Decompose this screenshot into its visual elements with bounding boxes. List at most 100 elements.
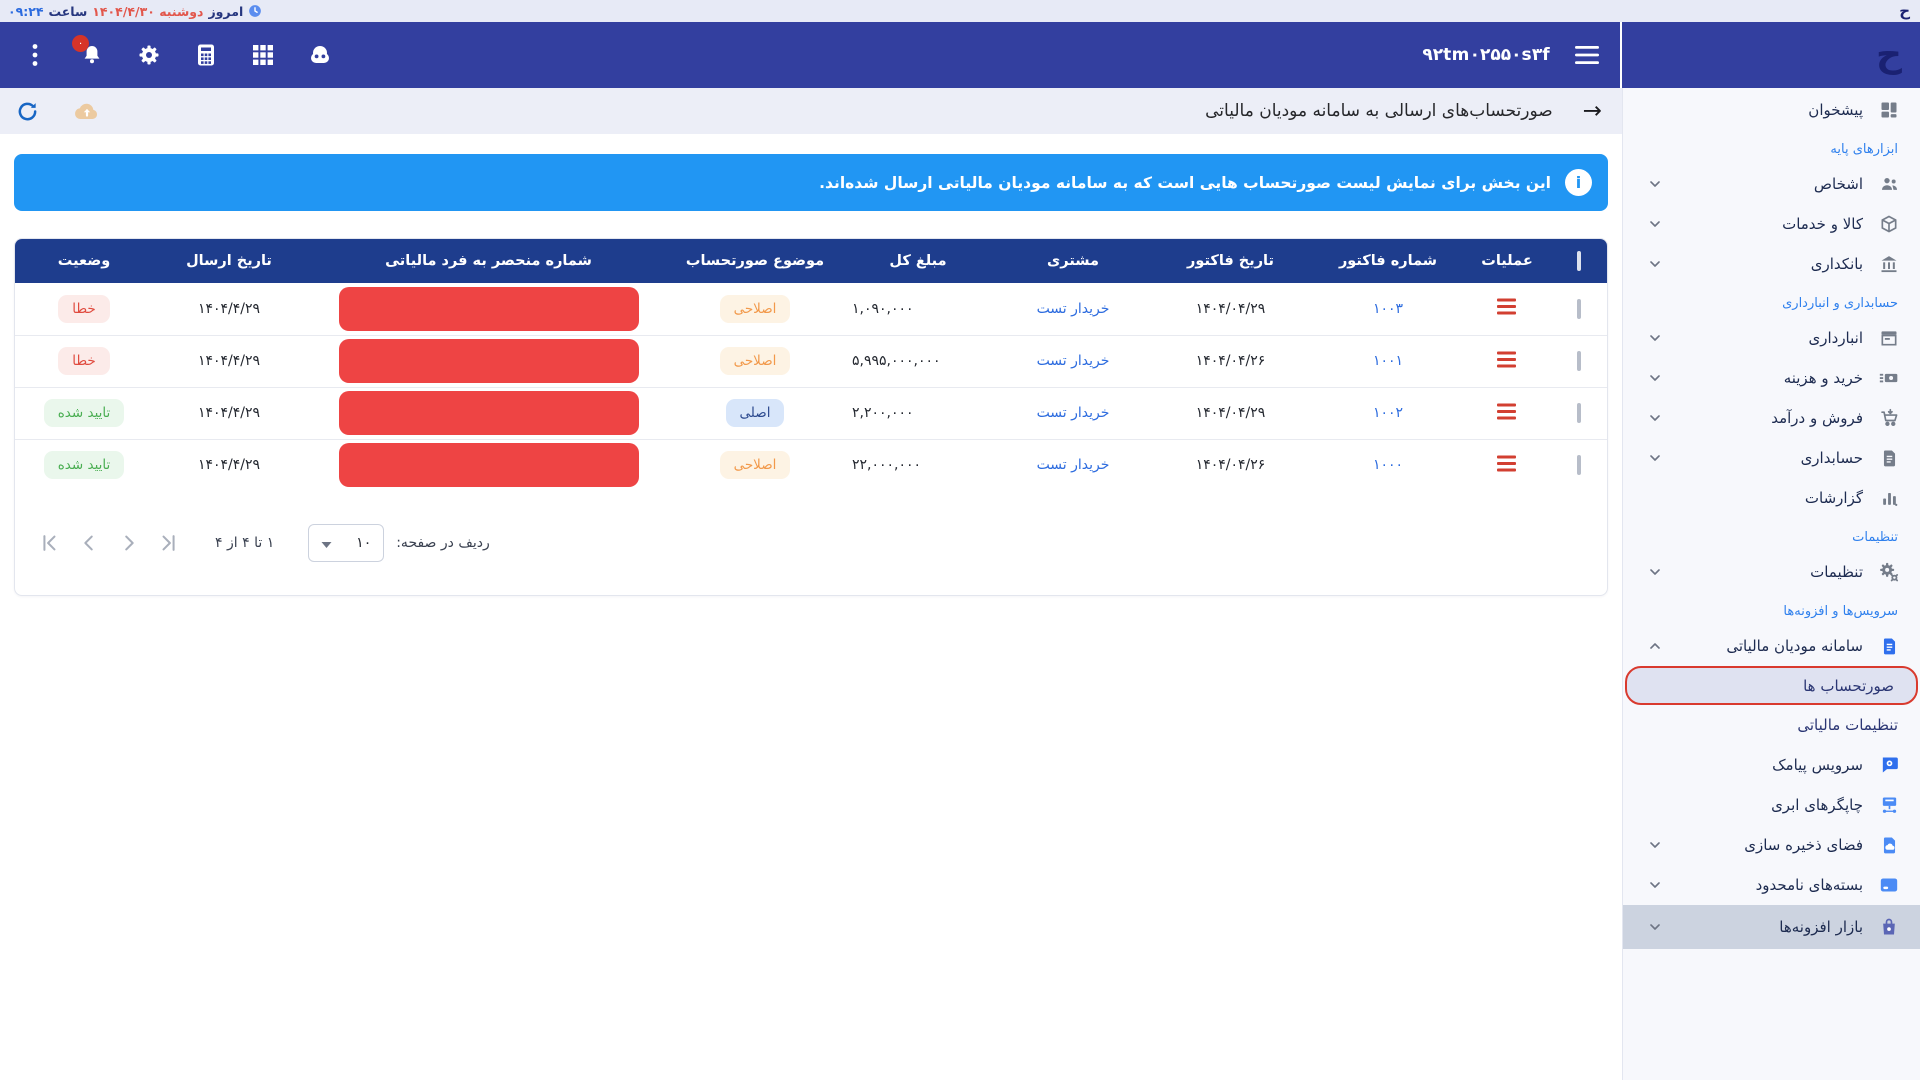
next-page-icon[interactable]: [117, 531, 141, 555]
chevron-up-icon: [1647, 638, 1663, 654]
col-unique-tax-id: شماره منحصر به فرد مالیاتی: [305, 239, 672, 283]
send-date: ۱۴۰۴/۴/۲۹: [197, 300, 261, 317]
sidebar-item-cloud-printers[interactable]: چاپگرهای ابری: [1623, 785, 1920, 825]
row-checkbox[interactable]: [1577, 455, 1581, 476]
sidebar-item-purchase-expense[interactable]: خرید و هزینه: [1623, 358, 1920, 398]
row-operations-icon[interactable]: [1497, 298, 1517, 315]
gears-icon: [1878, 561, 1900, 583]
customer-link[interactable]: خریدار تست: [1036, 353, 1110, 369]
sidebar-item-reports[interactable]: گزارشات: [1623, 478, 1920, 518]
chevron-down-icon: [1647, 919, 1663, 935]
hamburger-menu-icon[interactable]: [1574, 42, 1600, 68]
chevron-down-icon: [1647, 370, 1663, 386]
bank-icon: [1878, 253, 1900, 275]
chevron-down-icon: [1647, 564, 1663, 580]
sidebar-item-goods-services[interactable]: کالا و خدمات: [1623, 204, 1920, 244]
subject-badge: اصلاحی: [719, 347, 791, 375]
sidebar-item-accounting[interactable]: حسابداری: [1623, 438, 1920, 478]
dashboard-icon: [1878, 99, 1900, 121]
total-amount: ۵,۹۹۵,۰۰۰,۰۰۰: [838, 334, 998, 387]
back-arrow-icon[interactable]: →: [1582, 97, 1602, 124]
pagination-range: ۱ تا ۴ از ۴: [215, 535, 275, 551]
calculator-icon[interactable]: [193, 42, 219, 68]
apps-grid-icon[interactable]: [250, 42, 276, 68]
col-customer: مشتری: [998, 239, 1148, 283]
row-checkbox[interactable]: [1577, 351, 1581, 371]
last-page-icon[interactable]: [157, 531, 181, 555]
invoice-date: ۱۴۰۴/۰۴/۲۹: [1148, 386, 1313, 439]
chevron-down-icon: [1647, 216, 1663, 232]
col-subject: موضوع صورتحساب: [672, 239, 838, 283]
people-icon: [1878, 173, 1900, 195]
first-page-icon[interactable]: [37, 531, 61, 555]
invoices-table-card: عملیات شماره فاکتور تاریخ فاکتور مشتری م…: [14, 238, 1608, 596]
robot-icon[interactable]: [307, 42, 333, 68]
sidebar-subitem-invoices[interactable]: صورتحساب ها: [1625, 666, 1918, 705]
invoice-date: ۱۴۰۴/۰۴/۲۶: [1148, 334, 1313, 387]
prev-page-icon[interactable]: [77, 531, 101, 555]
col-send-date: تاریخ ارسال: [153, 239, 305, 283]
more-vertical-icon[interactable]: [22, 42, 48, 68]
cloud-upload-icon[interactable]: [74, 98, 100, 124]
sidebar-item-dashboard[interactable]: پیشخوان: [1623, 90, 1920, 130]
sidebar-item-sales-income[interactable]: فروش و درآمد: [1623, 398, 1920, 438]
time-value: ۰۹:۲۴: [8, 3, 44, 19]
sidebar-item-sms-service[interactable]: سرویس پیامک: [1623, 745, 1920, 785]
sidebar-item-settings[interactable]: تنظیمات: [1623, 552, 1920, 592]
chevron-down-icon: [1647, 330, 1663, 346]
sidebar-subitem-tax-settings[interactable]: تنظیمات مالیاتی: [1797, 716, 1898, 734]
chevron-down-icon: [1647, 410, 1663, 426]
customer-link[interactable]: خریدار تست: [1036, 457, 1110, 474]
bell-icon[interactable]: ۰: [72, 35, 105, 68]
select-all-header[interactable]: [1551, 239, 1607, 283]
clock-icon: [248, 4, 262, 18]
sidebar-section-services-addons: سرویس‌ها و افزونه‌ها: [1783, 603, 1898, 619]
invoice-number-link[interactable]: ۱۰۰۳: [1372, 300, 1404, 317]
gear-icon[interactable]: [136, 42, 162, 68]
header-row: ۰: [0, 22, 1920, 88]
row-checkbox[interactable]: [1577, 403, 1581, 423]
send-date: ۱۴۰۴/۴/۲۹: [153, 438, 305, 491]
shopping-bag-icon: [1878, 916, 1900, 938]
invoice-number-link[interactable]: ۱۰۰۱: [1372, 353, 1404, 369]
sidebar-item-warehousing[interactable]: انبارداری: [1623, 318, 1920, 358]
workspace-id[interactable]: ۹۲tm۰۲۵۵۰s۳f: [1422, 45, 1550, 65]
total-amount: ۱,۰۹۰,۰۰۰: [852, 300, 914, 317]
sidebar-section-accounting-warehousing: حسابداری و انبارداری: [1782, 295, 1898, 311]
store-icon: [1878, 327, 1900, 349]
select-all-checkbox[interactable]: [1577, 251, 1581, 271]
redacted-tax-id: [338, 339, 639, 383]
brand-logo: ح: [1876, 34, 1902, 75]
weekday-date: دوشنبه ۱۴۰۴/۴/۳۰: [92, 3, 204, 19]
rows-per-page-select[interactable]: ۱۰: [308, 524, 385, 562]
send-date: ۱۴۰۴/۴/۲۹: [153, 386, 305, 439]
customer-link[interactable]: خریدار تست: [1036, 405, 1110, 421]
pagination-bar: ردیف در صفحه: ۱۰ ۱ تا ۴ از ۴: [15, 491, 1607, 595]
row-operations-icon[interactable]: [1497, 351, 1517, 368]
row-checkbox[interactable]: [1577, 298, 1581, 319]
sidebar-item-banking[interactable]: بانکداری: [1623, 244, 1920, 284]
sidebar-item-unlimited-packages[interactable]: بسته‌های نامحدود: [1623, 865, 1920, 905]
row-operations-icon[interactable]: [1497, 455, 1517, 472]
storage-icon: [1878, 834, 1900, 856]
page-title: صورتحساب‌های ارسالی به سامانه مودیان مال…: [1205, 101, 1553, 121]
sidebar-item-addons-market[interactable]: بازار افزونه‌ها: [1623, 905, 1920, 949]
subject-badge: اصلی: [725, 399, 785, 427]
cloud-printer-icon: [1878, 794, 1900, 816]
refresh-icon[interactable]: [14, 98, 40, 124]
row-operations-icon[interactable]: [1497, 403, 1517, 420]
sidebar-item-storage-space[interactable]: فضای ذخیره سازی: [1623, 825, 1920, 865]
document-icon: [1878, 447, 1900, 469]
invoice-number-link[interactable]: ۱۰۰۰: [1372, 457, 1404, 474]
sms-icon: [1878, 754, 1900, 776]
invoice-number-link[interactable]: ۱۰۰۲: [1372, 405, 1404, 421]
brand-logo-small: ح: [1899, 1, 1910, 20]
customer-link[interactable]: خریدار تست: [1036, 300, 1110, 317]
sidebar-item-tax-moadian-system[interactable]: سامانه مودیان مالیاتی: [1623, 626, 1920, 666]
invoice-date: ۱۴۰۴/۰۴/۲۹: [1195, 300, 1266, 317]
redacted-tax-id: [338, 443, 639, 488]
sidebar-item-persons[interactable]: اشخاص: [1623, 164, 1920, 204]
status-badge: تایید شده: [43, 399, 125, 427]
sidebar-header: ح: [1622, 22, 1920, 88]
subject-badge: اصلاحی: [719, 294, 791, 323]
